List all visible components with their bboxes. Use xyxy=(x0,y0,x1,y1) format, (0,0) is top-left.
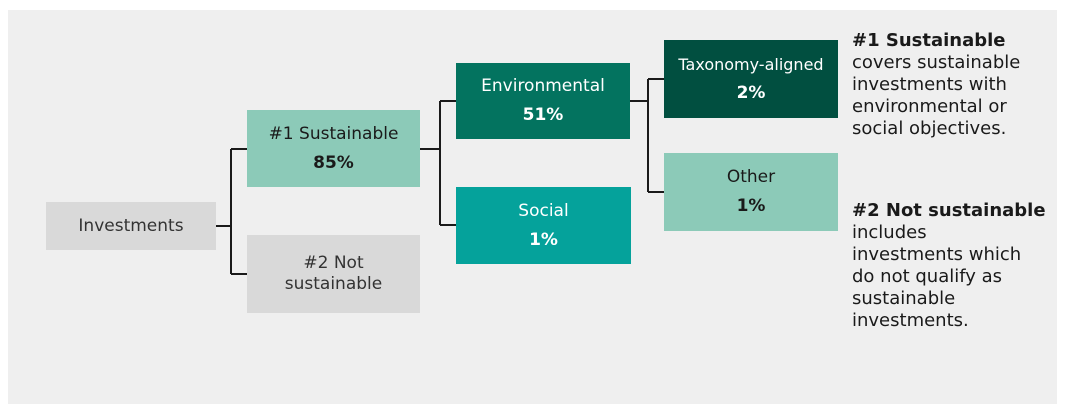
social-value: 1% xyxy=(529,229,558,250)
not-sustainable-label-line1: #2 Not xyxy=(303,253,364,273)
legend-sustainable-line: investments with xyxy=(852,74,1007,95)
legend-not-sustainable-line: do not qualify as xyxy=(852,266,1003,287)
legend-sustainable-heading: #1 Sustainable xyxy=(852,30,1006,51)
investments-label: Investments xyxy=(78,215,184,236)
legend-sustainable: #1 Sustainable covers sustainable invest… xyxy=(852,30,1052,140)
legend-not-sustainable-heading: #2 Not sustainable xyxy=(852,200,1046,221)
investments-box: Investments xyxy=(46,202,216,250)
legend-sustainable-line: environmental or xyxy=(852,96,1007,117)
not-sustainable-box: #2 Not sustainable xyxy=(247,235,420,313)
legend-not-sustainable: #2 Not sustainable includes investments … xyxy=(852,200,1052,332)
sustainable-box: #1 Sustainable 85% xyxy=(247,110,420,187)
environmental-box: Environmental 51% xyxy=(456,63,630,139)
not-sustainable-label-line2: sustainable xyxy=(284,274,383,294)
legend-not-sustainable-line: sustainable xyxy=(852,288,956,309)
legend-not-sustainable-line: investments which xyxy=(852,244,1022,265)
social-box: Social 1% xyxy=(456,187,631,264)
legend-sustainable-line: covers sustainable xyxy=(852,52,1021,73)
legend-sustainable-line: social objectives. xyxy=(852,118,1007,139)
legend-not-sustainable-line: investments. xyxy=(852,310,969,331)
other-value: 1% xyxy=(736,196,766,216)
environmental-value: 51% xyxy=(522,105,564,125)
taxonomy-aligned-box: Taxonomy-aligned 2% xyxy=(664,40,838,118)
sustainable-value: 85% xyxy=(313,152,354,173)
other-box: Other 1% xyxy=(664,153,838,231)
legend-not-sustainable-line: includes xyxy=(852,222,927,243)
other-label: Other xyxy=(726,167,776,187)
environmental-label: Environmental xyxy=(481,76,605,96)
sustainable-label: #1 Sustainable xyxy=(268,123,399,144)
social-label: Social xyxy=(518,200,569,221)
taxonomy-aligned-value: 2% xyxy=(736,83,766,103)
taxonomy-aligned-label: Taxonomy-aligned xyxy=(678,55,824,74)
